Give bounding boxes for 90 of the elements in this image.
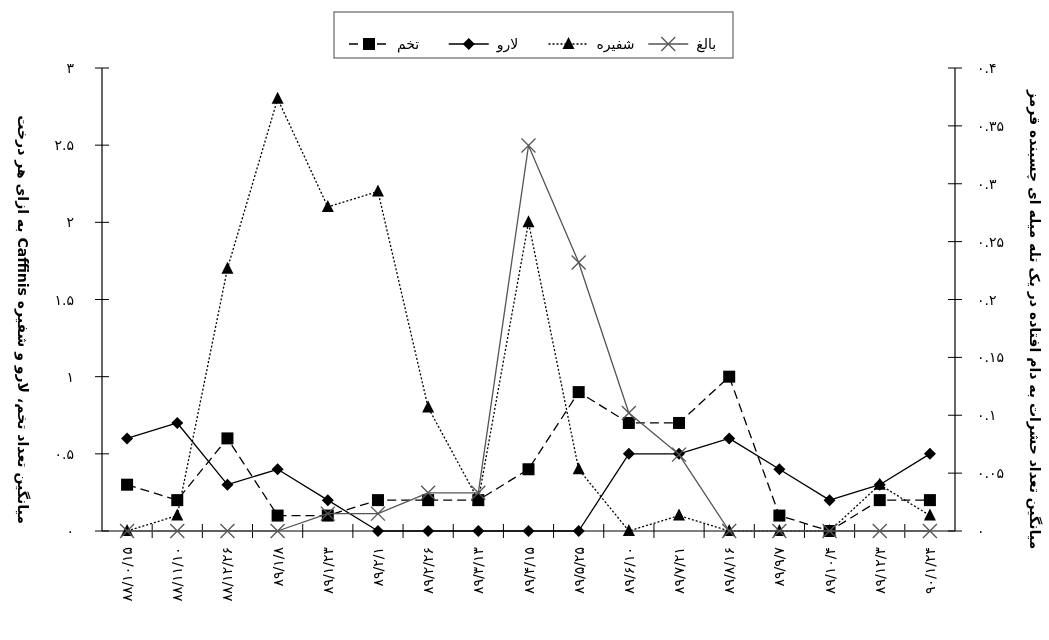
point [320,505,336,522]
x-tick-label: ۸۹/۵/۲۵ [570,547,587,595]
point [370,505,386,522]
y-tick-label: ۳ [66,60,75,76]
legend-label: شفیره [596,36,635,53]
y2-tick-label: ۰.۳۵ [977,117,1005,134]
x-tick-label: ۸۹/۲/۲۶ [420,547,437,595]
point [572,386,585,399]
point [219,523,236,539]
y-axis-title: میانگین تعداد تخم، لارو و شفیره Caffinis به ازای هر درخت [14,115,31,524]
point [873,494,886,507]
point [221,261,234,274]
point [271,463,284,476]
x-tick-label: ۸۹/۱/۸ [269,546,286,587]
point [470,485,486,501]
point [571,254,587,271]
point [572,525,585,537]
x-tick-label: ۸۹/۱۲/۳ [871,546,888,595]
x-tick-label: ۸۹/۱۰/۴ [821,547,838,595]
point [522,463,535,476]
point [422,400,435,413]
point [773,463,786,476]
point [522,525,535,537]
point [420,485,436,501]
y2-tick-label: ۰.۱ [977,407,997,424]
point [673,508,686,521]
point [121,432,134,445]
point [823,494,836,507]
point [371,494,384,507]
x-tick-label: ۸۹/۶/۱۰ [620,547,637,595]
point [371,184,384,197]
point [922,523,938,539]
point [872,523,888,539]
point [673,416,686,429]
point [171,508,184,521]
legend-label: لارو [495,36,519,53]
x-tick-label: ۸۹/۱/۲۳ [319,546,336,595]
x-tick-label: ۸۹/۹/۷ [771,546,788,587]
x-tick-label: ۸۹/۴/۱۵ [520,547,537,595]
point [923,508,936,521]
point [621,405,637,421]
y2-tick-label: ۰.۲۵ [977,233,1005,250]
x-tick-label: ۸۸/۱۲/۲۶ [219,547,236,602]
point [723,370,736,383]
point [622,416,635,429]
y2-tick-label: ۰.۳ [977,175,997,192]
point [221,432,234,445]
point [321,494,334,507]
x-tick-label: ۹۰/۱/۲۴ [921,547,938,595]
y2-tick-label: ۰.۰۵ [977,465,1005,482]
y2-tick-label: ۰ [977,523,985,539]
y-tick-label: ۱.۵ [54,291,74,308]
y-tick-label: ۱ [66,368,74,385]
y-tick-label: ۰ [66,523,74,539]
point [923,447,936,460]
point [221,478,234,491]
legend-label: تخم [397,36,420,53]
x-tick-label: ۸۹/۳/۱۳ [470,546,487,595]
point [121,478,134,491]
point [520,137,537,154]
legend-label: بالغ [696,36,717,53]
point [321,199,334,212]
point [271,91,284,104]
x-tick-label: ۸۸/۱۰/۱۵ [119,547,136,602]
y2-tick-label: ۰.۱۵ [977,349,1005,366]
point [723,432,736,445]
x-tick-label: ۸۹/۸/۱۶ [721,547,738,595]
point [171,416,184,429]
y2-tick-label: ۰.۲ [977,291,997,308]
point [171,494,184,507]
y-tick-label: ۰.۵ [54,445,74,462]
point [472,525,485,537]
x-tick-label: ۸۹/۷/۲۱ [671,547,688,595]
point [271,509,284,522]
point [269,523,286,539]
point [371,525,384,537]
point [622,524,635,536]
point [622,447,635,460]
point [572,462,585,475]
point [923,494,936,507]
point [422,525,435,537]
y2-axis-title: میانگین تعداد حشرات به دام افتاده در یک تله میله ای چسبنده قرمز [1026,88,1043,550]
x-tick-label: ۸۸/۱۱/۱۰ [169,547,186,602]
y2-tick-label: ۰.۴ [977,60,997,76]
x-tick-label: ۸۹/۲/۱ [369,547,386,587]
point [522,215,535,228]
point [169,523,185,539]
y-tick-label: ۲ [66,214,74,231]
point [773,509,786,522]
y-tick-label: ۲.۵ [54,137,74,154]
